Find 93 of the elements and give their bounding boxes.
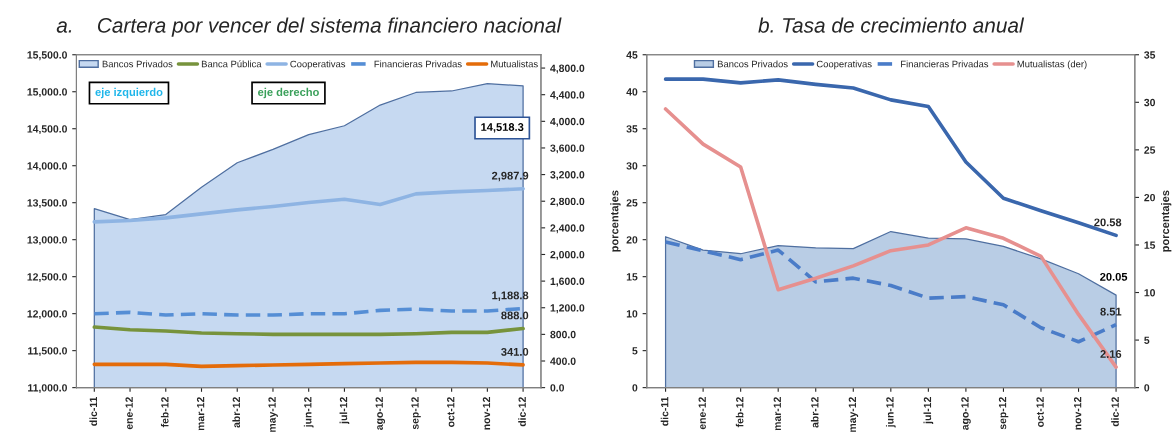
x-tick-label: nov-12: [1073, 397, 1082, 430]
legend-label: Banca Pública: [201, 60, 262, 68]
x-tick-label: nov-12: [482, 397, 491, 430]
y2-tick-label: 25: [1144, 146, 1156, 154]
y-tick-label: 11,500.0: [28, 347, 67, 357]
chart-title: b. Tasa de crecimiento anual: [758, 17, 1025, 33]
legend-label: Financieras Privadas: [374, 60, 462, 68]
data-label: 1,188.8: [492, 291, 529, 301]
y2-tick-label: 20: [1144, 193, 1156, 202]
x-tick-label: mar-12: [196, 397, 205, 431]
y-tick-label: 14,000.0: [27, 162, 67, 172]
y-tick-label: 30: [626, 162, 638, 170]
data-label: 341.0: [501, 347, 529, 356]
x-tick-label: jul-12: [923, 397, 934, 425]
x-tick-label: sep-12: [998, 397, 1009, 430]
y2-tick-label: 2,000.0: [550, 250, 585, 260]
data-label: 2.16: [1100, 350, 1122, 358]
y-tick-label: 13,000.0: [27, 236, 67, 246]
x-tick-label: jul-12: [339, 397, 350, 425]
y2-axis-title: porcentajes: [1161, 190, 1172, 252]
y2-tick-label: 4,400.0: [550, 91, 585, 101]
y2-tick-label: 1,600.0: [550, 277, 585, 287]
x-tick-label: dic-11: [660, 396, 669, 426]
y2-tick-label: 4,800.0: [550, 64, 585, 74]
y-tick-label: 5: [632, 347, 638, 355]
x-tick-label: abr-12: [810, 397, 819, 428]
data-label: 8.51: [1100, 307, 1122, 316]
x-tick-label: feb-12: [735, 397, 744, 428]
x-tick-label: dic-12: [1111, 397, 1119, 427]
y-tick-label: 45: [626, 51, 638, 59]
y-tick-label: 25: [626, 199, 638, 207]
x-tick-label: dic-11: [89, 396, 98, 426]
x-tick-label: jun-12: [885, 397, 896, 428]
data-label: 20.58: [1094, 218, 1122, 227]
annotation: eje derecho: [258, 87, 319, 99]
y2-tick-label: 5: [1144, 336, 1150, 344]
y-tick-label: 11,000.0: [28, 384, 67, 394]
y-tick-label: 10: [626, 310, 638, 318]
y-tick-label: 13,500.0: [27, 199, 67, 209]
y-tick-label: 15,000.0: [27, 88, 67, 98]
x-tick-label: mar-12: [773, 397, 781, 431]
x-tick-label: may-12: [848, 397, 859, 432]
y-tick-label: 40: [626, 88, 638, 96]
x-tick-label: ene-12: [125, 397, 133, 430]
y-tick-label: 15: [626, 273, 638, 281]
y-tick-label: 12,500.0: [27, 273, 67, 283]
x-tick-label: ago-12: [375, 397, 386, 430]
x-tick-label: may-12: [268, 397, 278, 432]
x-tick-label: abr-12: [232, 397, 241, 428]
line-series: [92, 325, 525, 337]
legend-label: Mutualistas: [491, 60, 538, 68]
y2-tick-label: 1,200.0: [550, 304, 585, 314]
y-axis-title: porcentajes: [610, 190, 621, 252]
x-tick-label: oct-12: [1036, 397, 1044, 427]
annotation: 14,518.3: [481, 123, 524, 133]
y-tick-label: 14,500.0: [27, 125, 67, 135]
y2-tick-label: 0: [1144, 384, 1150, 392]
y2-tick-label: 0.0: [550, 384, 565, 392]
y2-tick-label: 2,800.0: [550, 197, 585, 207]
legend-label: Cooperativas: [290, 60, 346, 70]
y2-tick-label: 800.0: [550, 330, 576, 339]
y2-tick-label: 3,600.0: [550, 144, 585, 154]
chart-title: a. Cartera por vencer del sistema financiero nacional: [56, 17, 562, 37]
legend-label: Financieras Privadas: [901, 60, 989, 68]
y-tick-label: 15,500.0: [27, 51, 67, 61]
data-label: 2,987.9: [491, 171, 529, 182]
legend-label: Bancos Privados: [717, 60, 788, 68]
y2-tick-label: 400.0: [550, 357, 576, 365]
legend-label: Cooperativas: [816, 60, 872, 70]
x-tick-label: dic-12: [518, 397, 526, 427]
y-tick-label: 35: [626, 125, 638, 133]
x-tick-label: sep-12: [411, 397, 421, 430]
x-tick-label: feb-12: [160, 397, 169, 428]
y-tick-label: 0: [632, 384, 638, 392]
y2-tick-label: 4,000.0: [550, 117, 585, 127]
y-tick-label: 12,000.0: [27, 310, 67, 320]
x-tick-label: jun-12: [303, 397, 314, 428]
x-tick-label: oct-12: [447, 397, 455, 427]
y2-tick-label: 2,400.0: [550, 224, 585, 234]
annotation: 20.05: [1100, 272, 1128, 281]
data-label: 888.0: [501, 311, 529, 320]
y2-tick-label: 30: [1144, 98, 1156, 107]
legend-label: Mutualistas (der): [1017, 60, 1087, 70]
x-tick-label: ago-12: [961, 397, 971, 430]
x-tick-label: ene-12: [698, 397, 706, 430]
y2-tick-label: 3,200.0: [550, 171, 585, 180]
line-series: [92, 186, 525, 224]
y-tick-label: 20: [626, 236, 638, 244]
annotation: eje izquierdo: [95, 87, 163, 99]
y2-tick-label: 10: [1144, 289, 1156, 297]
legend-label: Bancos Privados: [102, 60, 173, 68]
y2-tick-label: 35: [1144, 51, 1156, 59]
y2-tick-label: 15: [1144, 241, 1156, 249]
